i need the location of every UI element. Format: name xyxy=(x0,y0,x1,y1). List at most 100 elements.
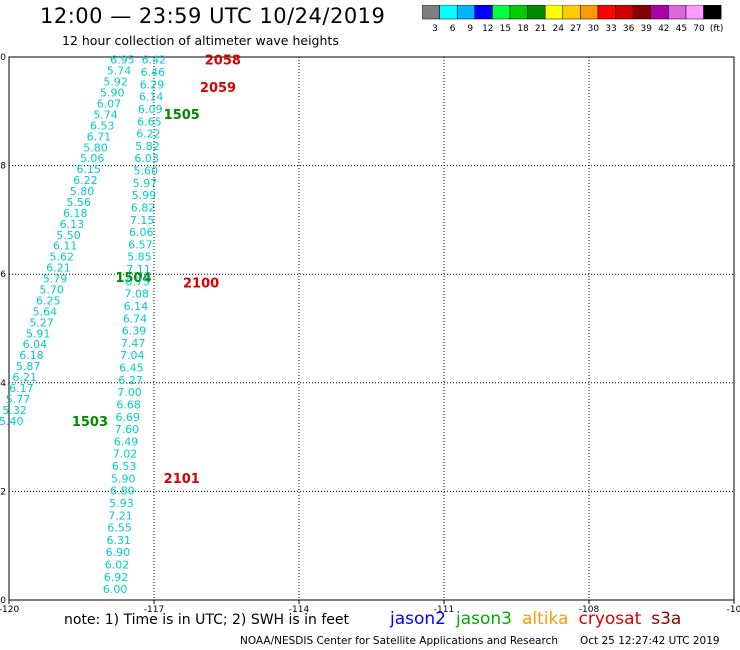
colorbar-label: 27 xyxy=(570,24,581,34)
x-tick-label: -114 xyxy=(289,605,310,615)
pass-time-label: 1504 xyxy=(115,271,151,286)
wave-height-value: 5.93 xyxy=(109,497,134,510)
wave-height-value: 6.18 xyxy=(19,349,44,362)
wave-height-colorbar: 3 6 9 12 15 18 21 24 27 30 33 36 39 42 45 70 (ft) xyxy=(422,5,724,34)
colorbar-label: 36 xyxy=(623,24,635,34)
wave-height-value: 5.82 xyxy=(135,140,160,153)
wave-height-value: 5.62 xyxy=(50,251,75,264)
colorbar-label: 42 xyxy=(658,24,669,34)
wave-height-value: 6.14 xyxy=(124,300,149,313)
wave-height-value: 6.06 xyxy=(129,226,154,239)
wave-height-value: 6.53 xyxy=(90,119,115,132)
wave-height-value: 6.15 xyxy=(76,163,101,176)
wave-height-value: 6.75 xyxy=(125,275,150,288)
wave-height-value: 6.18 xyxy=(63,207,88,220)
colorbar-label: 70 xyxy=(693,24,705,34)
pass-time-label: 2100 xyxy=(183,276,219,291)
wave-height-value: 6.00 xyxy=(103,583,128,596)
wave-height-value: 6.57 xyxy=(128,238,153,251)
wave-height-value: 7.00 xyxy=(117,386,142,399)
altimeter-plot: -120-117-114-111-108-1002468105.405.325.… xyxy=(0,53,740,615)
pass-time-label: 2101 xyxy=(164,472,200,487)
x-tick-label: -111 xyxy=(434,605,454,615)
wave-height-value: 7.47 xyxy=(121,337,146,350)
wave-height-value: 6.80 xyxy=(110,485,135,498)
pass-time-label: 2058 xyxy=(205,54,241,69)
wave-height-value: 6.04 xyxy=(23,338,48,351)
wave-height-value: 5.87 xyxy=(16,360,41,373)
wave-height-value: 6.92 xyxy=(104,571,129,584)
wave-height-value: 5.50 xyxy=(56,229,81,242)
wave-height-value: 6.02 xyxy=(105,559,130,572)
wave-height-value: 7.08 xyxy=(124,288,149,301)
wave-height-value: 6.46 xyxy=(141,66,166,79)
wave-height-value: 5.74 xyxy=(93,108,118,121)
x-tick-label: -10 xyxy=(727,605,740,615)
wave-height-value: 5.32 xyxy=(2,404,27,417)
satellite-legend-jason2: jason2 xyxy=(390,609,446,629)
chart-title: 12:00 — 23:59 UTC 10/24/2019 xyxy=(40,4,386,28)
wave-height-value: 5.90 xyxy=(111,472,136,485)
y-tick-label: 8 xyxy=(0,162,6,172)
wave-height-value: 5.90 xyxy=(100,87,125,100)
wave-height-value: 6.09 xyxy=(138,103,163,116)
wave-height-value: 6.25 xyxy=(36,294,61,307)
wave-height-value: 6.55 xyxy=(107,522,132,535)
pass-time-label: 2059 xyxy=(200,81,236,96)
colorbar-label: 3 xyxy=(432,24,438,34)
wave-height-value: 5.06 xyxy=(80,152,105,165)
colorbar-label: 15 xyxy=(500,24,511,34)
wave-height-value: 5.80 xyxy=(70,185,95,198)
wave-height-value: 6.82 xyxy=(131,201,156,214)
y-tick-label: 0 xyxy=(0,596,6,606)
wave-height-value: 6.95 xyxy=(110,54,135,67)
wave-height-value: 6.65 xyxy=(137,115,162,128)
pass-time-label: 1503 xyxy=(72,415,108,430)
wave-height-value: 6.27 xyxy=(118,374,143,387)
wave-height-value: 7.60 xyxy=(115,423,140,436)
wave-height-value: 6.17 xyxy=(9,382,34,395)
wave-height-value: 5.92 xyxy=(103,76,128,89)
colorbar-label: 6 xyxy=(450,24,456,34)
wave-height-value: 5.60 xyxy=(133,165,158,178)
credit-timestamp: Oct 25 12:27:42 UTC 2019 xyxy=(580,635,720,647)
x-tick-label: -120 xyxy=(0,605,19,615)
credit-line: NOAA/NESDIS Center for Satellite Applica… xyxy=(240,635,558,647)
footer-note: note: 1) Time is in UTC; 2) SWH is in fe… xyxy=(64,612,350,628)
wave-height-value: 6.71 xyxy=(87,130,112,143)
wave-height-value: 6.39 xyxy=(122,325,147,338)
colorbar-swatch xyxy=(703,5,722,20)
colorbar-label: 24 xyxy=(552,24,564,34)
wave-height-value: 6.42 xyxy=(142,54,167,67)
wave-height-value: 5.77 xyxy=(6,393,31,406)
pass-time-label: 1505 xyxy=(164,108,200,123)
wave-height-value: 5.85 xyxy=(127,251,152,264)
x-tick-label: -108 xyxy=(579,605,600,615)
x-tick-label: -117 xyxy=(144,605,164,615)
wave-height-value: 5.99 xyxy=(132,189,157,202)
y-tick-label: 6 xyxy=(0,270,6,280)
wave-height-value: 5.91 xyxy=(26,327,51,340)
colorbar-label: 45 xyxy=(676,24,687,34)
colorbar-label: 39 xyxy=(640,24,652,34)
colorbar-label: 21 xyxy=(535,24,546,34)
colorbar-label: (ft) xyxy=(710,24,724,34)
wave-height-value: 6.49 xyxy=(114,435,139,448)
satellite-legend-cryosat: cryosat xyxy=(578,609,642,629)
wave-height-value: 6.90 xyxy=(106,546,131,559)
wave-height-value: 6.21 xyxy=(46,262,71,275)
wave-height-value: 7.15 xyxy=(130,214,155,227)
wave-height-value: 5.56 xyxy=(66,196,91,209)
wave-height-value: 6.07 xyxy=(97,97,122,110)
wave-height-value: 6.29 xyxy=(140,78,165,91)
wave-height-value: 7.21 xyxy=(108,509,133,522)
wave-height-value: 5.80 xyxy=(83,141,108,154)
wave-height-value: 5.27 xyxy=(29,316,54,329)
colorbar-label: 30 xyxy=(588,24,600,34)
wave-height-value: 6.68 xyxy=(116,398,141,411)
chart-subtitle: 12 hour collection of altimeter wave hei… xyxy=(62,33,339,48)
y-tick-label: 10 xyxy=(0,53,6,63)
colorbar-label: 12 xyxy=(482,24,493,34)
wave-height-value: 6.22 xyxy=(73,174,98,187)
wave-height-value: 6.21 xyxy=(12,371,37,384)
